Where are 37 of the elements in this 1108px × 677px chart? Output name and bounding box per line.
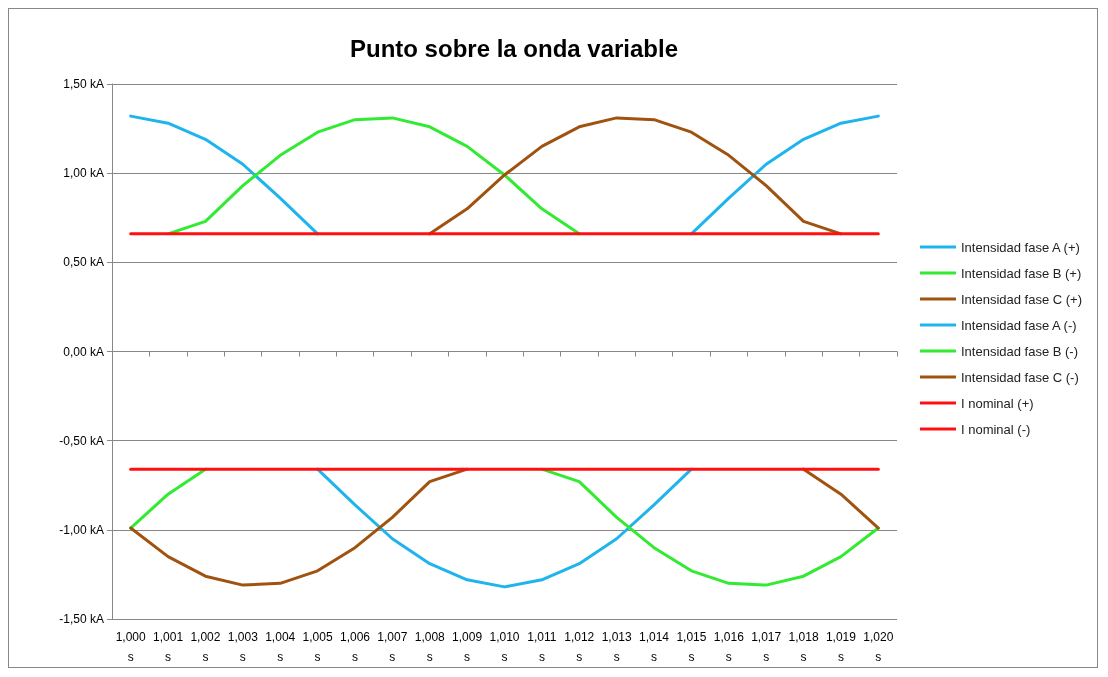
x-tick-label: 1,019 s [825,630,857,664]
legend-label: Intensidad fase B (+) [960,265,1082,281]
x-tick-label: 1,017 s [751,630,782,664]
y-tick-label: -1,00 kA [59,522,104,537]
legend-label: Intensidad fase C (-) [960,369,1079,385]
x-tick-label: 1,008 s [414,630,446,664]
chart-title: Punto sobre la onda variable [349,34,679,62]
y-tick-label: 0,00 kA [63,344,104,359]
x-tick-label: 1,004 s [265,630,296,664]
legend-label: Intensidad fase C (+) [960,291,1083,307]
legend-label: Intensidad fase A (+) [960,239,1080,255]
y-tick-label: 1,00 kA [63,166,104,181]
x-tick-label: 1,015 s [676,630,707,664]
x-tick-label: 1,007 s [377,630,408,664]
x-tick-label: 1,005 s [302,630,333,664]
x-tick-label: 1,013 s [601,630,632,664]
y-tick-label: 1,50 kA [63,77,104,91]
x-tick-label: 1,020 s [863,630,894,664]
x-tick-label: 1,016 s [713,630,745,664]
y-tick-label: 0,50 kA [63,255,104,270]
x-tick-label: 1,012 s [564,630,595,664]
x-tick-label: 1,010 s [489,630,520,664]
x-tick-label: 1,011 s [527,630,557,664]
x-tick-label: 1,001 s [153,630,184,664]
y-tick-label: -1,50 kA [59,612,104,626]
x-tick-label: 1,009 s [452,630,483,664]
x-tick-label: 1,014 s [639,630,670,664]
x-tick-label: 1,000 s [115,630,147,664]
legend-label: I nominal (+) [960,395,1034,411]
x-tick-label: 1,018 s [788,630,819,664]
legend-label: Intensidad fase A (-) [960,317,1077,333]
legend-label: Intensidad fase B (-) [960,343,1079,359]
x-tick-label: 1,003 s [227,630,259,664]
y-tick-label: -0,50 kA [59,433,104,448]
x-tick-label: 1,002 s [190,630,221,664]
x-tick-label: 1,006 s [339,630,371,664]
legend-label: I nominal (-) [960,421,1031,437]
